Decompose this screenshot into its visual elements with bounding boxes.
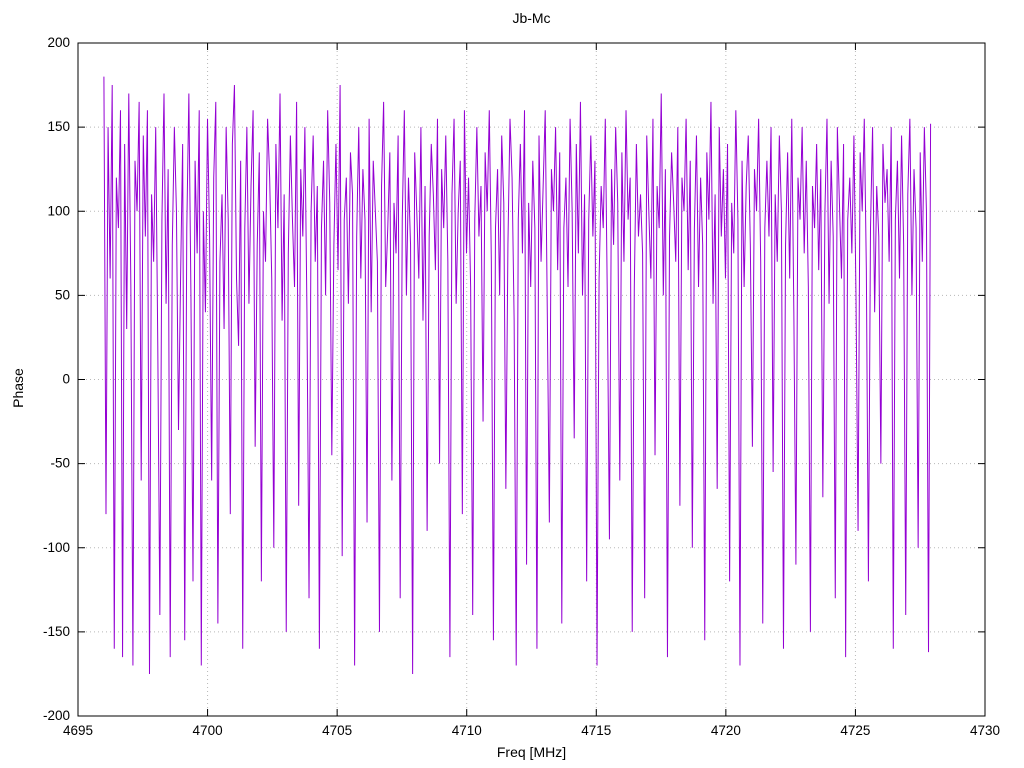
phase-series-line (103, 76, 932, 674)
x-tick-label: 4730 (970, 723, 1000, 738)
y-tick-label: -50 (50, 456, 70, 471)
axis-tick-labels: 4695 4700 4705 4710 4715 4720 4725 4730 -200 -150… (43, 35, 1000, 738)
y-tick-label: 100 (47, 203, 70, 218)
y-tick-label: -200 (43, 708, 70, 723)
grid-lines (78, 43, 985, 716)
x-tick-label: 4715 (581, 723, 611, 738)
x-tick-label: 4695 (63, 723, 93, 738)
y-tick-label: 200 (47, 35, 70, 50)
x-axis-label: Freq [MHz] (496, 744, 567, 760)
data-series (103, 76, 932, 674)
y-tick-label: 150 (47, 119, 70, 134)
y-tick-label: 0 (62, 372, 70, 387)
x-tick-label: 4710 (452, 723, 482, 738)
axis-ticks (77, 42, 986, 717)
x-tick-label: 4725 (840, 723, 870, 738)
x-tick-label: 4705 (322, 723, 352, 738)
y-tick-label: -150 (43, 624, 70, 639)
x-tick-label: 4720 (711, 723, 741, 738)
y-tick-label: 50 (55, 287, 70, 302)
chart-title: Jb-Mc (512, 10, 551, 26)
y-tick-label: -100 (43, 540, 70, 555)
x-tick-label: 4700 (193, 723, 223, 738)
